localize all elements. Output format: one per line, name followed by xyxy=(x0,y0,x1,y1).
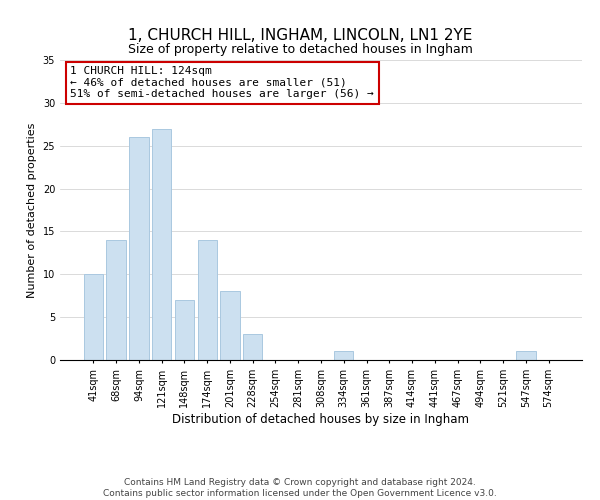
Text: Contains HM Land Registry data © Crown copyright and database right 2024.
Contai: Contains HM Land Registry data © Crown c… xyxy=(103,478,497,498)
Bar xyxy=(220,292,239,360)
Bar xyxy=(243,334,262,360)
Text: 1 CHURCH HILL: 124sqm
← 46% of detached houses are smaller (51)
51% of semi-deta: 1 CHURCH HILL: 124sqm ← 46% of detached … xyxy=(70,66,374,99)
Bar xyxy=(197,240,217,360)
Bar xyxy=(129,137,149,360)
Bar xyxy=(175,300,194,360)
Text: 1, CHURCH HILL, INGHAM, LINCOLN, LN1 2YE: 1, CHURCH HILL, INGHAM, LINCOLN, LN1 2YE xyxy=(128,28,472,42)
Bar xyxy=(152,128,172,360)
X-axis label: Distribution of detached houses by size in Ingham: Distribution of detached houses by size … xyxy=(173,412,470,426)
Bar xyxy=(106,240,126,360)
Bar xyxy=(84,274,103,360)
Bar xyxy=(334,352,353,360)
Text: Size of property relative to detached houses in Ingham: Size of property relative to detached ho… xyxy=(128,42,472,56)
Bar xyxy=(516,352,536,360)
Y-axis label: Number of detached properties: Number of detached properties xyxy=(27,122,37,298)
